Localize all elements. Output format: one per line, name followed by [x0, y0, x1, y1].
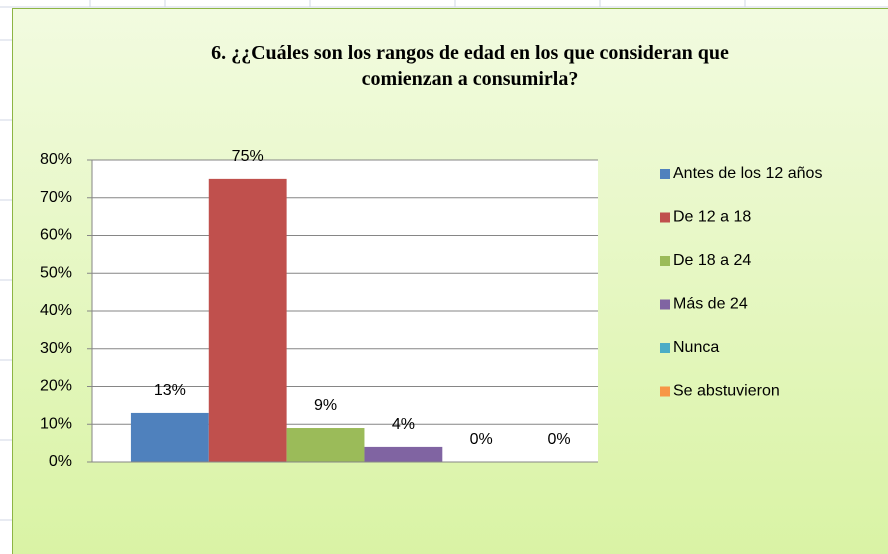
legend-label: Antes de los 12 años — [673, 165, 822, 182]
bar — [364, 446, 443, 462]
bar — [208, 178, 287, 462]
bar — [286, 428, 365, 462]
y-tick-label: 80% — [40, 151, 72, 168]
data-label: 75% — [232, 148, 264, 165]
legend-swatch — [660, 256, 670, 266]
y-tick-label: 40% — [40, 302, 72, 319]
y-tick-label: 70% — [40, 189, 72, 206]
legend-swatch — [660, 212, 670, 223]
y-tick-label: 30% — [40, 340, 72, 357]
data-label: 0% — [548, 431, 571, 448]
legend-swatch — [660, 386, 670, 397]
legend-swatch — [660, 343, 670, 353]
y-tick-label: 50% — [40, 264, 72, 281]
y-tick-label: 0% — [49, 453, 72, 470]
sheet-grid — [0, 0, 888, 521]
legend-label: De 18 a 24 — [673, 252, 751, 269]
y-tick-label: 20% — [40, 378, 72, 395]
legend-swatch — [660, 169, 670, 179]
legend-label: Nunca — [673, 339, 719, 356]
chart-title: 6. ¿¿Cuáles son los rangos de edad en lo… — [211, 42, 729, 90]
legend-swatch — [660, 299, 670, 310]
data-label: 9% — [314, 397, 337, 414]
data-label: 13% — [154, 382, 186, 399]
legend-label: Se abstuvieron — [673, 383, 780, 400]
legend-label: Más de 24 — [673, 296, 748, 313]
legend-label: De 12 a 18 — [673, 209, 751, 226]
y-tick-label: 10% — [40, 415, 72, 432]
y-tick-label: 60% — [40, 227, 72, 244]
data-label: 0% — [470, 431, 493, 448]
bar — [130, 412, 209, 462]
data-label: 4% — [392, 416, 415, 433]
